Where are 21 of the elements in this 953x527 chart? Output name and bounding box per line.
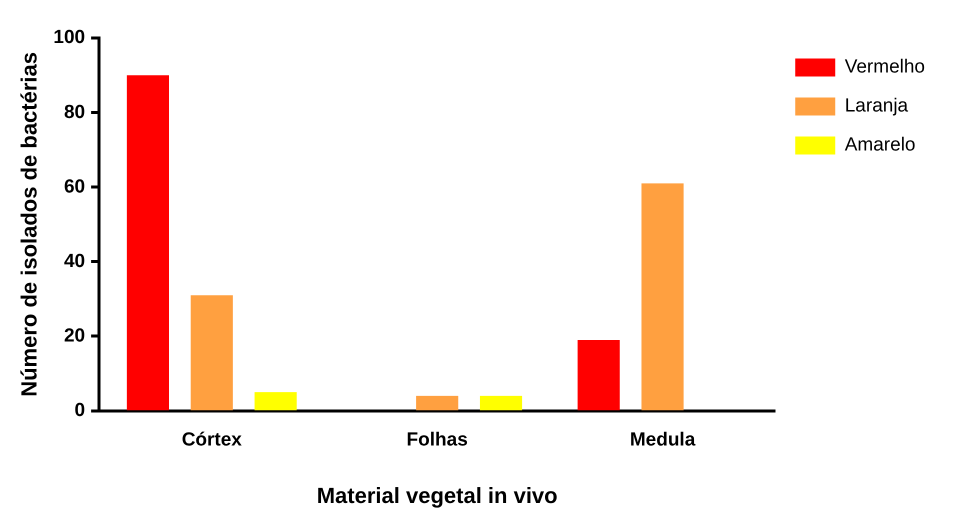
y-tick-label: 80 [64, 102, 86, 123]
bar [641, 183, 684, 410]
legend-label: Amarelo [844, 134, 916, 156]
bar [578, 340, 620, 410]
bar [126, 75, 170, 410]
bar [480, 396, 522, 410]
y-tick-label: 100 [53, 27, 86, 48]
y-axis-title: Número de isolados de bactérias [16, 52, 42, 397]
x-tick-label: Córtex [182, 429, 242, 450]
bar [416, 396, 458, 410]
y-tick-label: 0 [74, 400, 86, 422]
x-tick-label: Folhas [406, 429, 468, 450]
y-tick-label: 20 [64, 325, 86, 346]
legend-label: Laranja [844, 96, 909, 117]
y-tick-label: 40 [64, 250, 86, 272]
y-tick-label: 60 [64, 176, 86, 198]
bar [254, 392, 297, 410]
bar [190, 295, 233, 410]
x-tick-label: Medula [630, 429, 696, 450]
x-axis-title: Material vegetal in vivo [316, 482, 558, 508]
legend-label: Vermelho [844, 56, 926, 78]
